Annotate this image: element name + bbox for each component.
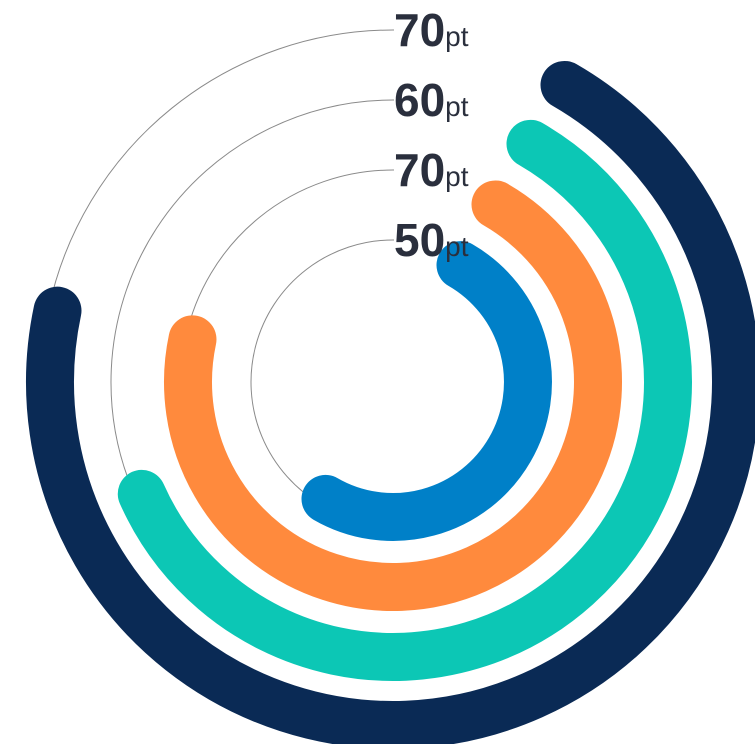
bar-1 xyxy=(26,60,755,744)
guide-line-4 xyxy=(250,239,394,506)
bar-2 xyxy=(117,119,692,681)
data-label-value: 50 xyxy=(394,214,445,266)
data-label-value: 60 xyxy=(394,74,445,126)
guide-lines xyxy=(48,29,394,506)
data-label-unit: pt xyxy=(445,21,469,52)
bar-4 xyxy=(301,241,552,541)
guide-line-1 xyxy=(48,29,394,309)
data-label-1: 70pt xyxy=(394,4,469,56)
data-label-3: 70pt xyxy=(394,144,469,196)
bar-3 xyxy=(164,180,622,611)
data-label-4: 50pt xyxy=(394,214,469,266)
guide-line-3 xyxy=(185,169,394,339)
data-label-unit: pt xyxy=(445,161,469,192)
data-label-value: 70 xyxy=(394,4,445,56)
data-label-unit: pt xyxy=(445,231,469,262)
guide-line-2 xyxy=(110,99,394,497)
data-label-2: 60pt xyxy=(394,74,469,126)
data-label-unit: pt xyxy=(445,91,469,122)
bar-group xyxy=(26,60,755,744)
data-label-value: 70 xyxy=(394,144,445,196)
